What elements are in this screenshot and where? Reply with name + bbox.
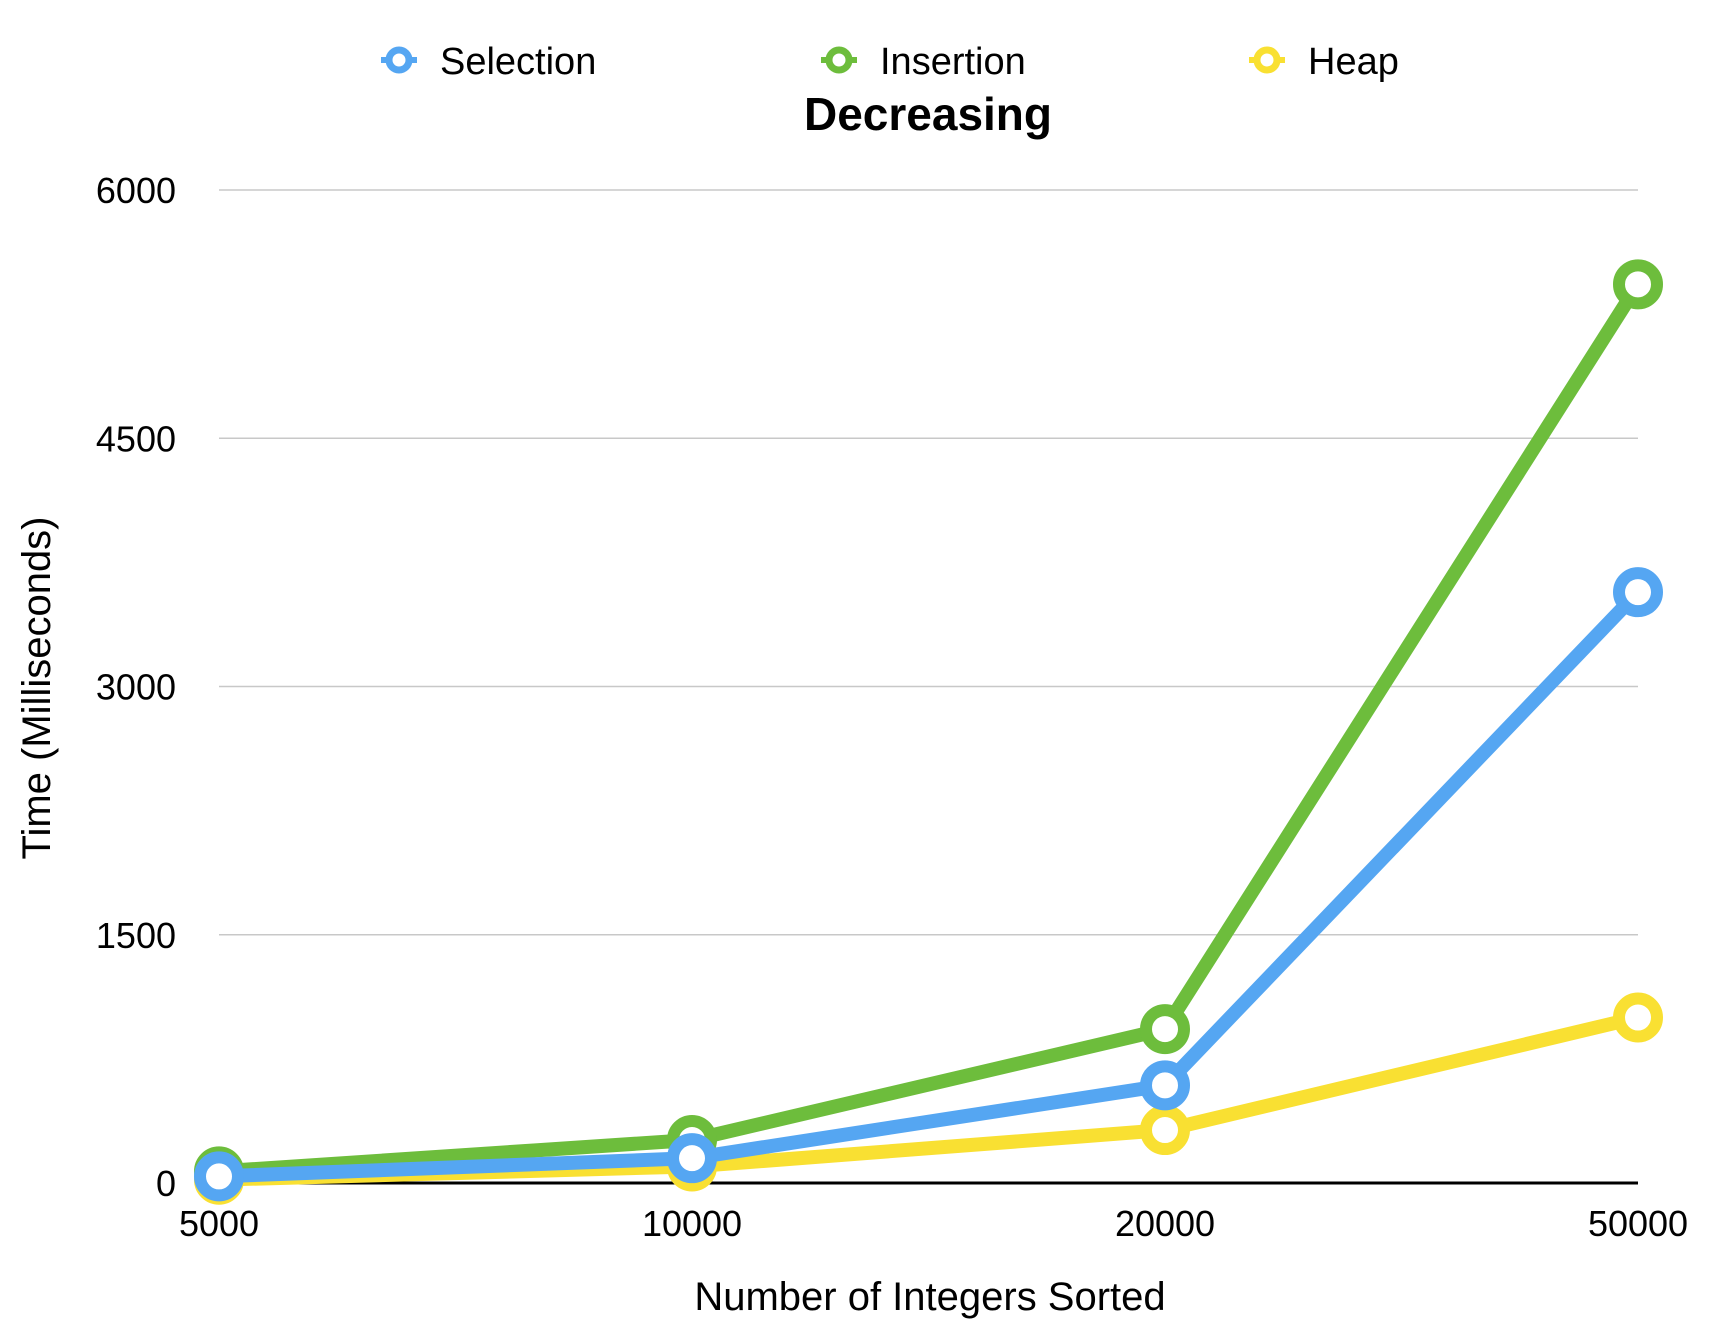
x-tick-label: 5000 (179, 1203, 259, 1244)
legend-label: Selection (440, 41, 596, 83)
series-layer (194, 259, 1663, 1205)
series-selection (194, 567, 1663, 1202)
y-tick-label: 6000 (96, 170, 176, 211)
x-tick-label: 20000 (1115, 1203, 1215, 1244)
data-point (1613, 259, 1663, 310)
y-tick-label: 4500 (96, 418, 176, 459)
data-point (667, 1133, 717, 1184)
x-axis-title: Number of Integers Sorted (694, 1275, 1165, 1319)
data-point (194, 1151, 244, 1202)
data-point (1140, 1060, 1190, 1111)
chart-title: Decreasing (804, 88, 1052, 140)
series-line (212, 277, 1645, 1179)
data-point (1613, 567, 1663, 618)
y-tick-label: 0 (156, 1163, 176, 1204)
legend-item-selection: Selection (381, 41, 596, 83)
legend-swatch-marker (825, 46, 853, 74)
y-axis-ticks: 0 1500 3000 4500 6000 (96, 170, 176, 1204)
legend-label: Insertion (880, 41, 1026, 83)
data-point (1140, 1004, 1190, 1055)
y-axis-title: Time (Milliseconds) (15, 516, 59, 859)
legend-item-heap: Heap (1249, 41, 1399, 83)
x-tick-label: 10000 (642, 1203, 742, 1244)
legend: Selection Insertion Heap (381, 41, 1399, 83)
legend-swatch-marker (1253, 46, 1281, 74)
legend-swatch-marker (385, 46, 413, 74)
data-point (1613, 992, 1663, 1043)
y-tick-label: 1500 (96, 915, 176, 956)
series-insertion (194, 259, 1663, 1197)
legend-item-insertion: Insertion (821, 41, 1026, 83)
series-line (212, 585, 1645, 1184)
x-axis-ticks: 5000 10000 20000 50000 (179, 1203, 1688, 1244)
legend-label: Heap (1308, 41, 1399, 83)
x-tick-label: 50000 (1588, 1203, 1688, 1244)
y-tick-label: 3000 (96, 667, 176, 708)
gridlines (219, 189, 1638, 936)
data-point (1140, 1105, 1190, 1156)
